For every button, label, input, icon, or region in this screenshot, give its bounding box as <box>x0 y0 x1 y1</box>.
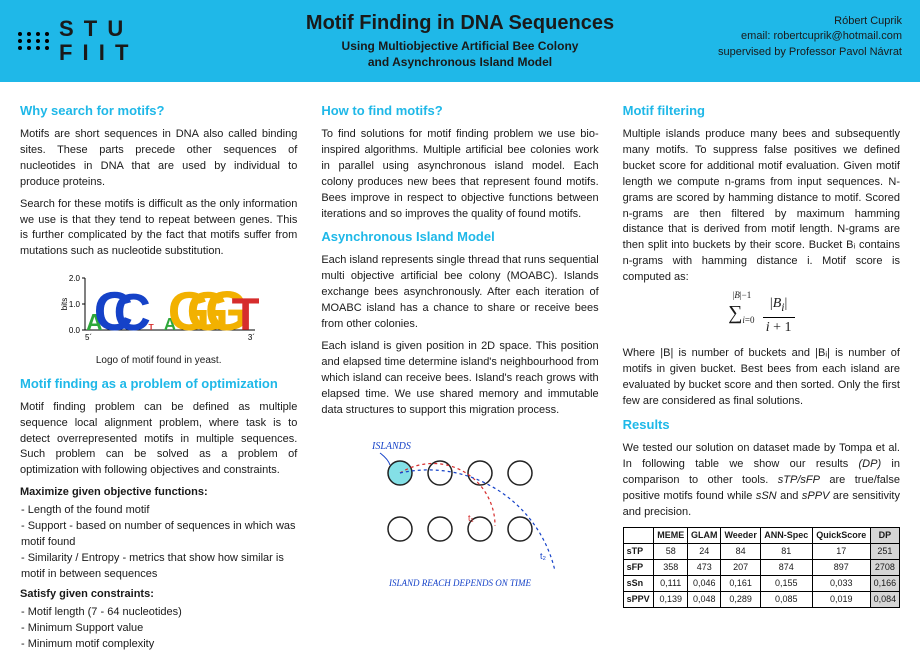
svg-text:T: T <box>148 322 154 332</box>
author-area: Róbert Cuprik email: robertcuprik@hotmai… <box>718 14 902 60</box>
col1-p3: Motif finding problem can be defined as … <box>20 400 297 480</box>
col1-h1: Why search for motifs? <box>20 102 297 121</box>
obj2: - Support - based on number of sequences… <box>21 519 297 551</box>
col3: Motif filtering Multiple islands produce… <box>623 96 900 653</box>
con1: - Motif length (7 - 64 nucleotides) <box>21 605 297 621</box>
col2-p1: To find solutions for motif finding prob… <box>321 127 598 223</box>
svg-text:3´: 3´ <box>248 333 255 342</box>
logo-text: S T U F I I T <box>59 17 130 65</box>
col3-p2: Where |B| is number of buckets and |Bᵢ| … <box>623 346 900 410</box>
obj-heading: Maximize given objective functions: <box>20 485 297 501</box>
col1-h2: Motif finding as a problem of optimizati… <box>20 375 297 394</box>
results-table: MEMEGLAMWeederANN-SpecQuickScoreDP sTP58… <box>623 527 900 608</box>
col2-p3: Each island is given position in 2D spac… <box>321 339 598 419</box>
logo-caption: Logo of motif found in yeast. <box>20 354 297 369</box>
obj3: - Similarity / Entropy - metrics that sh… <box>21 551 297 583</box>
main-title: Motif Finding in DNA Sequences <box>306 12 614 35</box>
con-heading: Satisfy given constraints: <box>20 587 297 603</box>
header: S T U F I I T Motif Finding in DNA Seque… <box>0 0 920 82</box>
logo-line1: S T U <box>59 17 130 41</box>
svg-text:5´: 5´ <box>85 333 92 342</box>
col1-p1: Motifs are short sequences in DNA also c… <box>20 127 297 191</box>
col3-h2: Results <box>623 416 900 435</box>
logo-line2: F I I T <box>59 41 130 65</box>
col1: Why search for motifs? Motifs are short … <box>20 96 297 653</box>
logo: S T U F I I T <box>18 17 130 65</box>
formula: ∑i=0|B|−1 |Bi| i + 1 <box>623 294 900 338</box>
logo-dots <box>18 32 49 50</box>
subtitle: Using Multiobjective Artificial Bee Colo… <box>306 39 614 70</box>
svg-text:0.0: 0.0 <box>69 326 81 335</box>
island-diagram: ISLANDS t₁ t₂ ISLAND REACH DEPENDS ON TIME <box>340 431 580 597</box>
col3-p1: Multiple islands produce many bees and s… <box>623 127 900 286</box>
motif-logo-chart: 0.01.02.0bitsACCTAGGGT5´3´ <box>59 268 259 352</box>
con3: - Minimum motif complexity <box>21 637 297 653</box>
svg-text:t₂: t₂ <box>540 551 547 561</box>
supervisor: supervised by Professor Pavol Návrat <box>718 45 902 60</box>
svg-text:1.0: 1.0 <box>69 300 81 309</box>
svg-text:ISLAND REACH DEPENDS ON TIME: ISLAND REACH DEPENDS ON TIME <box>388 578 531 588</box>
svg-text:ISLANDS: ISLANDS <box>371 441 411 452</box>
col3-h1: Motif filtering <box>623 102 900 121</box>
svg-text:bits: bits <box>60 298 69 310</box>
content-columns: Why search for motifs? Motifs are short … <box>0 82 920 667</box>
col2: How to find motifs? To find solutions fo… <box>321 96 598 653</box>
con2: - Minimum Support value <box>21 621 297 637</box>
author-name: Róbert Cuprik <box>718 14 902 29</box>
obj1: - Length of the found motif <box>21 503 297 519</box>
svg-text:2.0: 2.0 <box>69 274 81 283</box>
col2-h1: How to find motifs? <box>321 102 598 121</box>
svg-text:t₁: t₁ <box>468 513 474 523</box>
col2-h2: Asynchronous Island Model <box>321 228 598 247</box>
col3-p3: We tested our solution on dataset made b… <box>623 441 900 521</box>
title-area: Motif Finding in DNA Sequences Using Mul… <box>306 12 614 70</box>
author-email: email: robertcuprik@hotmail.com <box>718 29 902 44</box>
svg-text:C: C <box>113 283 150 341</box>
col2-p2: Each island represents single thread tha… <box>321 253 598 333</box>
col1-p2: Search for these motifs is difficult as … <box>20 197 297 261</box>
